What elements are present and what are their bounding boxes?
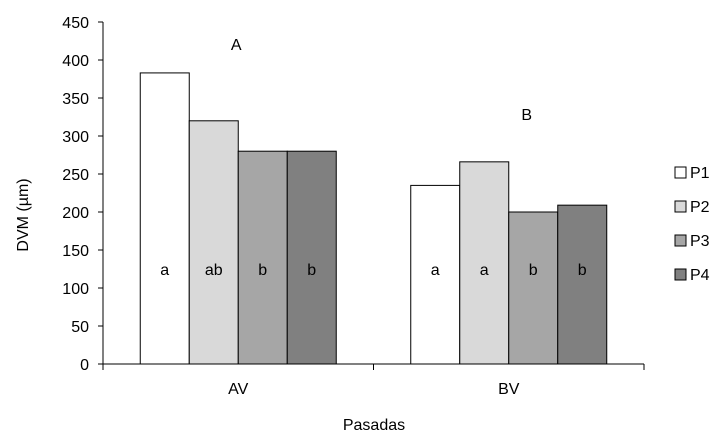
group-labels: AB bbox=[231, 37, 532, 124]
legend-swatch-p2 bbox=[674, 200, 687, 213]
bar-p3-av bbox=[237, 150, 288, 365]
bar-p3-bv bbox=[508, 211, 559, 365]
group-label: A bbox=[231, 37, 242, 54]
y-tick-label: 400 bbox=[62, 53, 89, 70]
bar-p4-bv bbox=[557, 204, 608, 365]
significance-letter: b bbox=[258, 262, 267, 279]
bar-p1-bv bbox=[410, 184, 461, 365]
bar-p2-av bbox=[188, 120, 239, 365]
significance-letter: b bbox=[307, 262, 316, 279]
legend-label: P1 bbox=[690, 165, 710, 182]
y-axis-label: DVM (µm) bbox=[15, 178, 32, 251]
legend-label: P2 bbox=[690, 199, 710, 216]
y-axis: 0 50 100 150 200 250 300 350 400 450 bbox=[62, 15, 104, 374]
y-tick-label: 350 bbox=[62, 91, 89, 108]
y-tick-label: 200 bbox=[62, 205, 89, 222]
legend-label: P4 bbox=[690, 267, 710, 284]
y-tick-label: 450 bbox=[62, 15, 89, 32]
y-tick-label: 250 bbox=[62, 167, 89, 184]
y-tick-label: 100 bbox=[62, 281, 89, 298]
significance-letter: b bbox=[578, 262, 587, 279]
significance-letter: b bbox=[529, 262, 538, 279]
significance-letter: a bbox=[431, 262, 440, 279]
y-tick-label: 300 bbox=[62, 129, 89, 146]
significance-letter: a bbox=[160, 262, 169, 279]
legend-swatch-p3 bbox=[674, 234, 687, 247]
x-axis-label: Pasadas bbox=[343, 417, 405, 434]
x-axis: AV BV bbox=[102, 363, 645, 398]
y-tick-label: 0 bbox=[80, 357, 89, 374]
legend-label: P3 bbox=[690, 233, 710, 250]
bar-p4-av bbox=[286, 150, 337, 365]
bars bbox=[139, 72, 608, 365]
legend-swatch-p4 bbox=[674, 268, 687, 281]
x-tick-label: AV bbox=[228, 381, 248, 398]
group-label: B bbox=[521, 107, 532, 124]
y-tick-label: 150 bbox=[62, 243, 89, 260]
significance-letter: ab bbox=[205, 262, 223, 279]
significance-letter: a bbox=[480, 262, 489, 279]
legend: P1 P2 P3 P4 bbox=[674, 165, 710, 284]
significance-letters: a ab b b a a b b bbox=[160, 262, 587, 279]
legend-swatch-p1 bbox=[674, 166, 687, 179]
y-tick-label: 50 bbox=[71, 319, 89, 336]
bar-p1-av bbox=[139, 72, 190, 365]
x-tick-label: BV bbox=[498, 381, 520, 398]
